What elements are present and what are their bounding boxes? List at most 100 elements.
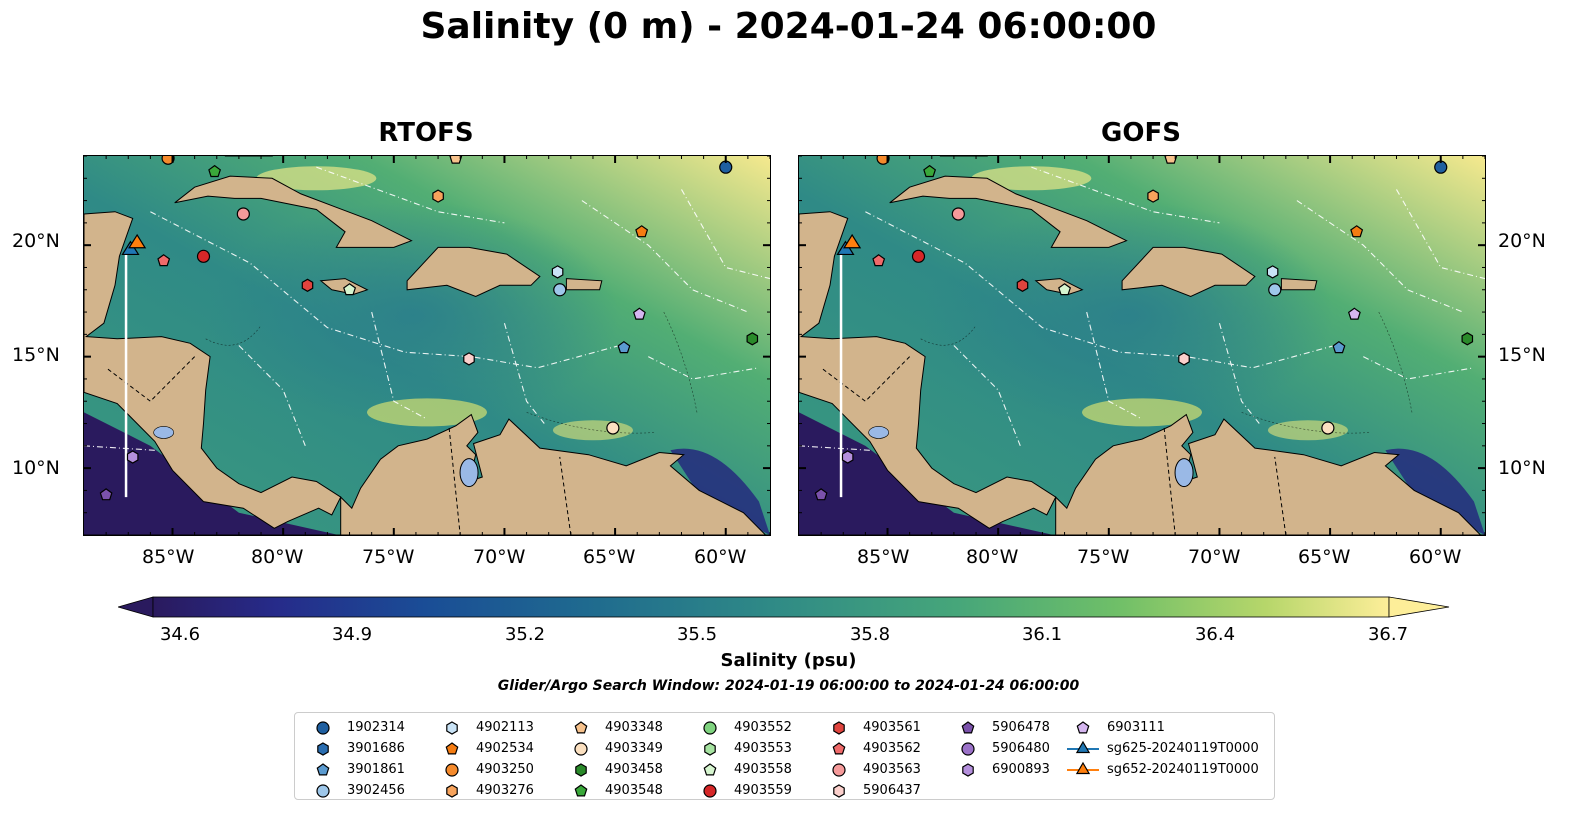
map-marker-3901861 <box>617 340 631 354</box>
hexagon-marker-icon <box>704 741 716 756</box>
cbar-tick-35-2: 35.2 <box>504 624 546 645</box>
legend-entry-3901686: 3901686 <box>303 738 405 759</box>
hexagon-marker-icon <box>317 741 329 756</box>
legend-label: 3901861 <box>347 762 405 777</box>
map-marker-4903563 <box>951 207 965 221</box>
map-marker-6903111 <box>1347 307 1361 320</box>
map-marker-4903458 <box>1461 332 1474 346</box>
legend-label: 4903276 <box>476 783 534 798</box>
legend-entry-5906478: 5906478 <box>948 717 1050 738</box>
pentagon-marker-icon <box>445 741 459 754</box>
map-marker-4903276 <box>432 189 444 203</box>
lon-tick-65-left: 65°W <box>583 546 636 568</box>
map-marker-4902113 <box>1266 265 1279 279</box>
lat-tick-15-right: 15°N <box>1498 344 1546 366</box>
legend-label: 4903548 <box>605 783 663 798</box>
map-marker-sg652-20240119T0000 <box>128 233 147 249</box>
legend-label: 4902113 <box>476 720 534 735</box>
search-window-note: Glider/Argo Search Window: 2024-01-19 06… <box>497 678 1080 694</box>
circle-marker-icon <box>445 762 459 777</box>
hexagon-marker-icon <box>833 720 845 735</box>
lon-tick-80-left: 80°W <box>251 546 304 568</box>
map-marker-4903349 <box>1321 421 1335 435</box>
pentagon-marker-icon <box>574 783 588 796</box>
cbar-tick-34-9: 34.9 <box>331 624 373 645</box>
legend-label: 4902534 <box>476 741 534 756</box>
lon-tick-75-left: 75°W <box>362 546 415 568</box>
legend-entry-4902534: 4902534 <box>432 738 534 759</box>
legend-label: 6903111 <box>1107 720 1165 735</box>
legend-column: 6903111 sg625-20240119T0000 sg652-20240119… <box>1063 717 1259 780</box>
map-marker-4903562 <box>872 254 886 267</box>
legend-entry-4903349: 4903349 <box>561 738 663 759</box>
lon-tick-60-right: 60°W <box>1409 546 1462 568</box>
legend-label: sg625-20240119T0000 <box>1107 741 1259 756</box>
map-marker-4903561 <box>1016 278 1029 292</box>
gofs-map <box>798 155 1486 536</box>
lat-tick-15-left: 15°N <box>12 344 60 366</box>
legend-entry-4903250: 4903250 <box>432 759 534 780</box>
circle-marker-icon <box>316 720 330 735</box>
hexagon-marker-icon <box>446 720 458 735</box>
legend-entry-4902113: 4902113 <box>432 717 534 738</box>
legend-label: 4903458 <box>605 762 663 777</box>
legend-entry-5906480: 5906480 <box>948 738 1050 759</box>
map-marker-3901861 <box>1332 340 1346 354</box>
map-marker-4903558 <box>343 283 357 296</box>
triangle-line-marker-icon <box>1067 740 1099 753</box>
legend-label: 4903558 <box>734 762 792 777</box>
cbar-tick-36-7: 36.7 <box>1367 624 1409 645</box>
legend-entry-4903562: 4903562 <box>819 738 921 759</box>
legend-entry-4903558: 4903558 <box>690 759 792 780</box>
legend-label: 1902314 <box>347 720 405 735</box>
circle-marker-icon <box>703 783 717 798</box>
hexagon-marker-icon <box>833 783 845 798</box>
legend-label: 3902456 <box>347 783 405 798</box>
legend-label: 4903349 <box>605 741 663 756</box>
legend-label: 3901686 <box>347 741 405 756</box>
hexagon-marker-icon <box>575 762 587 777</box>
lat-tick-20-left: 20°N <box>12 230 60 252</box>
map-marker-4903558 <box>1058 283 1072 296</box>
legend-entry-6903111: 6903111 <box>1063 717 1259 738</box>
legend-entry-4903552: 4903552 <box>690 717 792 738</box>
legend-column: 4902113 4902534 4903250 4903276 <box>432 717 534 801</box>
map-marker-4903348 <box>1164 156 1178 164</box>
legend-column: 4903561 4903562 4903563 5906437 <box>819 717 921 801</box>
legend-column: 1902314 3901686 3901861 3902456 <box>303 717 405 801</box>
pentagon-marker-icon <box>703 762 717 775</box>
map-marker-sg652-20240119T0000 <box>843 233 862 249</box>
map-marker-5906437 <box>463 352 475 366</box>
map-marker-3902456 <box>1268 283 1282 297</box>
circle-marker-icon <box>574 741 588 756</box>
map-marker-4903348 <box>449 156 463 164</box>
map-marker-4902534 <box>1350 225 1364 238</box>
lat-tick-20-right: 20°N <box>1498 230 1546 252</box>
map-marker-4903563 <box>236 207 250 221</box>
map-marker-4903349 <box>606 421 620 435</box>
cbar-tick-36-4: 36.4 <box>1194 624 1236 645</box>
legend-entry-4903563: 4903563 <box>819 759 921 780</box>
legend-entry-4903548: 4903548 <box>561 780 663 801</box>
map-marker-4902534 <box>635 225 649 238</box>
cbar-tick-34-6: 34.6 <box>159 624 201 645</box>
rtofs-map <box>83 155 771 536</box>
map-marker-5906478 <box>99 488 113 501</box>
lon-tick-70-left: 70°W <box>473 546 526 568</box>
legend-entry-1902314: 1902314 <box>303 717 405 738</box>
triangle-line-marker-icon <box>1067 761 1099 774</box>
cbar-tick-35-5: 35.5 <box>676 624 718 645</box>
pentagon-marker-icon <box>832 741 846 754</box>
legend-label: 5906437 <box>863 783 921 798</box>
legend-label: 6900893 <box>992 762 1050 777</box>
map-marker-4902113 <box>551 265 564 279</box>
pentagon-marker-icon <box>574 720 588 733</box>
panel-title-rtofs: RTOFS <box>378 118 474 148</box>
legend-label: 4903553 <box>734 741 792 756</box>
legend-entry-4903348: 4903348 <box>561 717 663 738</box>
legend-column: 4903552 4903553 4903558 4903559 <box>690 717 792 801</box>
float-glider-legend: 1902314 3901686 3901861 3902456 4902113 49025… <box>294 712 1275 800</box>
map-marker-4903548 <box>208 164 222 178</box>
lon-tick-70-right: 70°W <box>1188 546 1241 568</box>
colorbar-label: Salinity (psu) <box>720 650 857 671</box>
